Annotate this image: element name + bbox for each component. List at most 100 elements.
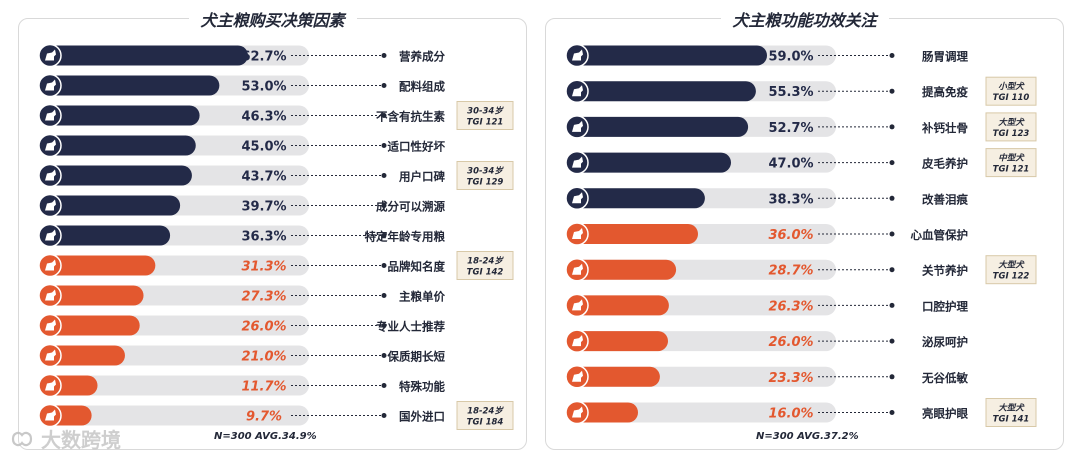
bar	[566, 331, 668, 352]
bar-row: 23.3% 无谷低敏	[565, 365, 968, 389]
bar	[566, 116, 749, 137]
watermark-text: 大数跨境	[40, 428, 121, 452]
leader-dot	[889, 195, 895, 201]
dog-silhouette-icon	[572, 370, 583, 382]
right-chart-note: N=300 AVG.37.2%	[756, 431, 859, 442]
brand-logo-icon	[11, 431, 33, 446]
value-label: 26.0%	[241, 320, 286, 335]
bar	[566, 188, 705, 209]
category-label: 用户口碑	[398, 170, 445, 184]
dog-silhouette-icon	[572, 85, 583, 97]
category-label: 品牌知名度	[388, 260, 446, 274]
bar	[39, 285, 144, 306]
value-label: 52.7%	[768, 121, 813, 136]
value-label: 36.3%	[241, 230, 286, 245]
leader-dot	[889, 374, 895, 380]
dog-silhouette-icon	[572, 263, 583, 275]
value-label: 62.7%	[241, 50, 286, 65]
bar	[566, 259, 677, 280]
dog-silhouette-icon	[45, 289, 56, 301]
category-label: 营养成分	[399, 50, 445, 64]
leader-dot	[889, 124, 895, 130]
badge-line2: TGI 141	[993, 415, 1030, 425]
bar	[39, 165, 192, 186]
leader-dot	[889, 160, 895, 166]
bar-row: 38.3% 改善泪痕	[565, 186, 968, 211]
bar-row: 28.7% 关节养护	[565, 257, 968, 282]
bar	[39, 195, 181, 216]
category-label: 改善泪痕	[922, 192, 968, 206]
category-label: 提高免疫	[922, 85, 968, 99]
bar-row: 55.3% 提高免疫	[565, 79, 968, 103]
badge-box	[985, 76, 1037, 106]
dog-silhouette-icon	[45, 349, 56, 361]
bar	[566, 366, 660, 387]
badge-box	[456, 161, 514, 190]
value-label: 38.3%	[768, 192, 813, 207]
leader-dot	[381, 203, 387, 208]
left-chart-title: 犬主粮购买决策因素	[188, 7, 357, 31]
bar-row: 11.7% 特殊功能	[38, 373, 445, 398]
category-label: 心血管保护	[911, 228, 969, 242]
leader-dot	[381, 83, 387, 88]
bar-row: 9.7% 国外进口	[38, 403, 445, 428]
badge-line2: TGI 142	[467, 268, 504, 278]
leader-dot	[381, 173, 387, 178]
badge-line2: TGI 121	[467, 118, 504, 128]
category-label: 皮毛养护	[921, 157, 968, 171]
bar-track	[39, 375, 309, 396]
badge-line1: 大型犬	[997, 403, 1025, 414]
badge-line2: TGI 123	[993, 129, 1030, 139]
badge-line1: 大型犬	[997, 117, 1025, 128]
right-chart-title: 犬主粮功能功效关注	[720, 7, 889, 31]
badge-box	[985, 148, 1037, 178]
category-label: 主粮单价	[399, 290, 445, 304]
bar	[39, 315, 140, 336]
dog-silhouette-icon	[45, 109, 56, 121]
bar-row: 36.0% 心血管保护	[565, 222, 969, 246]
badge-line1: 30-34岁	[467, 166, 504, 177]
leader-dot	[889, 88, 895, 94]
bar-row: 43.7% 用户口碑	[38, 163, 445, 188]
category-label: 专业人士推荐	[376, 320, 445, 334]
bar-row: 52.7% 补钙壮骨	[565, 115, 968, 139]
bar	[39, 75, 220, 96]
category-label: 特殊功能	[399, 380, 445, 394]
category-label: 配料组成	[399, 80, 445, 94]
bar-row: 27.3% 主粮单价	[38, 283, 445, 308]
leader-dot	[381, 383, 387, 388]
bar-row: 26.3% 口腔护理	[565, 293, 968, 318]
dog-silhouette-icon	[45, 79, 56, 91]
badge-line2: TGI 122	[993, 272, 1030, 282]
category-label: 保质期长短	[387, 350, 446, 364]
bar-row: 26.0% 泌尿呵护	[565, 329, 968, 353]
category-label: 不含有抗生素	[376, 110, 445, 124]
dog-silhouette-icon	[45, 259, 56, 271]
dog-silhouette-icon	[45, 49, 56, 61]
watermark: 大数跨境	[10, 424, 121, 453]
dog-silhouette-icon	[45, 229, 56, 241]
value-label: 9.7%	[246, 410, 282, 425]
badge-line1: 30-34岁	[467, 106, 504, 117]
value-label: 27.3%	[241, 290, 286, 305]
value-label: 31.3%	[241, 260, 286, 275]
badge-box	[985, 112, 1037, 142]
bar	[566, 295, 669, 316]
value-label: 36.0%	[768, 228, 813, 243]
leader-dot	[889, 338, 895, 344]
badge-box	[985, 398, 1037, 427]
bar	[566, 224, 698, 244]
dog-silhouette-icon	[45, 319, 56, 331]
bar	[39, 45, 248, 66]
value-label: 47.0%	[768, 157, 813, 172]
leader-dot	[889, 410, 895, 415]
leader-dot	[889, 53, 895, 58]
dog-silhouette-icon	[572, 156, 583, 168]
category-label: 补钙壮骨	[921, 121, 968, 135]
